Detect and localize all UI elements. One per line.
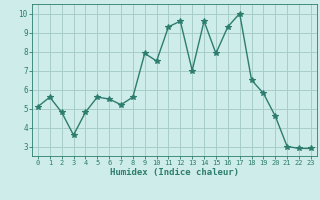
X-axis label: Humidex (Indice chaleur): Humidex (Indice chaleur): [110, 168, 239, 177]
